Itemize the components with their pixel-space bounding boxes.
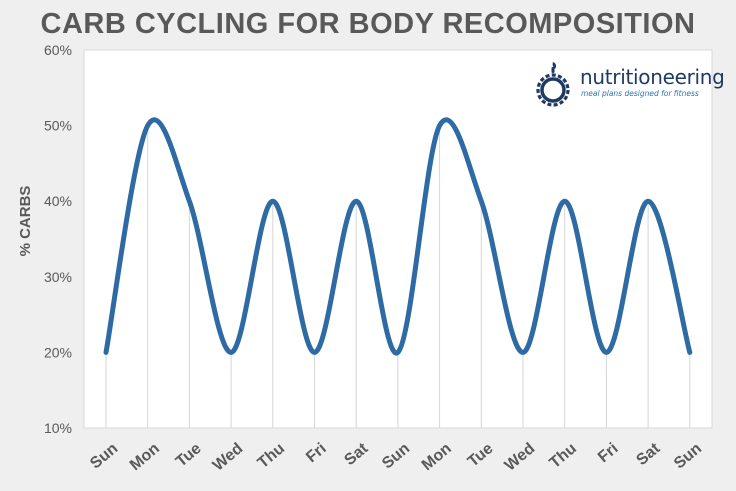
y-tick-label: 60% bbox=[44, 42, 72, 58]
x-tick-label: Sat bbox=[633, 440, 664, 469]
x-tick-label: Sun bbox=[379, 440, 413, 472]
x-tick-label: Tue bbox=[173, 440, 205, 471]
y-axis-ticks: 10% 20% 30% 40% 50% 60% bbox=[44, 42, 72, 436]
x-tick-label: Fri bbox=[595, 440, 622, 466]
x-tick-label: Sun bbox=[87, 440, 121, 472]
x-tick-label: Thu bbox=[547, 440, 580, 472]
brand-logo: nutritioneering meal plans designed for … bbox=[533, 60, 725, 110]
x-tick-label: Sun bbox=[671, 440, 705, 472]
y-tick-label: 20% bbox=[44, 344, 72, 360]
y-tick-label: 50% bbox=[44, 118, 72, 134]
x-tick-label: Sat bbox=[341, 440, 372, 469]
x-tick-label: Tue bbox=[465, 440, 497, 471]
x-tick-label: Mon bbox=[419, 440, 455, 474]
drop-lines bbox=[105, 125, 691, 428]
x-tick-label: Wed bbox=[210, 440, 247, 475]
chart-title: CARB CYCLING FOR BODY RECOMPOSITION bbox=[40, 8, 696, 40]
x-tick-label: Thu bbox=[255, 440, 288, 472]
x-axis-ticks: Sun Mon Tue Wed Thu Fri Sat Sun Mon Tue Wed Thu Fri S… bbox=[87, 440, 705, 475]
logo-name: nutritioneering bbox=[580, 65, 725, 89]
apple-gear-icon bbox=[536, 62, 570, 107]
x-tick-label: Mon bbox=[127, 440, 163, 474]
y-axis-label: % CARBS bbox=[17, 186, 34, 257]
x-tick-label: Fri bbox=[303, 440, 330, 466]
y-tick-label: 30% bbox=[44, 269, 72, 285]
y-tick-label: 40% bbox=[44, 193, 72, 209]
logo-tagline: meal plans designed for fitness bbox=[581, 89, 699, 98]
series-line bbox=[103, 117, 693, 356]
x-tick-label: Wed bbox=[502, 440, 539, 475]
y-tick-label: 10% bbox=[44, 420, 72, 436]
